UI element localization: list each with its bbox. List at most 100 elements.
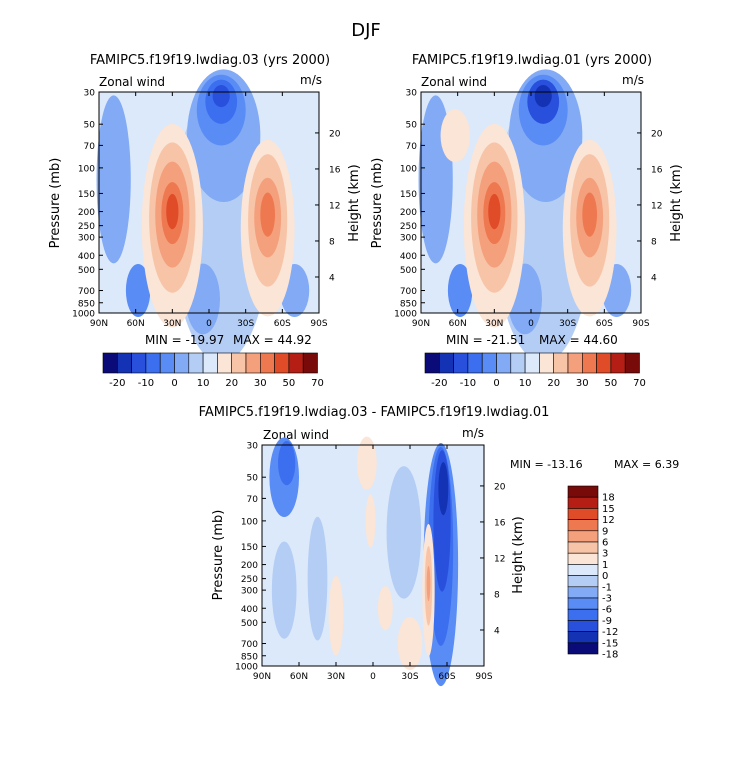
panel-3-title: FAMIPC5.f19f19.lwdiag.03 - FAMIPC5.f19f1… [199, 405, 550, 420]
p2-colorbar-box [539, 352, 555, 374]
p1-y2tick-label: 8 [329, 237, 335, 247]
p1-contour-4 [212, 85, 230, 108]
p3-xtick-label: 0 [370, 672, 376, 682]
panel-1-plot: 305070100150200250300400500700850100090N… [72, 69, 341, 363]
p2-contour-17 [582, 192, 598, 237]
p1-colorbar-label: 10 [197, 378, 210, 389]
p1-colorbar-box [259, 352, 275, 374]
p2-colorbar-box [596, 352, 612, 374]
p1-ytick-label: 250 [78, 222, 95, 232]
p3-xtick-label: 30S [401, 672, 418, 682]
p2-y2tick-label: 16 [651, 165, 663, 175]
p1-xtick-label: 30N [163, 319, 181, 329]
p1-ytick-label: 700 [78, 287, 95, 297]
p3-colorbar-box [567, 519, 599, 532]
p1-colorbar-box [174, 352, 190, 374]
p1-colorbar-box [217, 352, 232, 374]
p1-ytick-label: 50 [84, 121, 96, 131]
p2-ytick-label: 850 [400, 299, 417, 309]
p2-xtick-label: 60S [596, 319, 613, 329]
p2-colorbar-label: 70 [633, 378, 646, 389]
p2-colorbar-box [496, 352, 512, 374]
panel-1-ylabel: Pressure (mb) [48, 158, 63, 249]
p1-xtick-label: 90N [90, 319, 108, 329]
p1-colorbar-box [102, 352, 118, 374]
p1-colorbar-label: 70 [311, 378, 324, 389]
p3-colorbar-label: 18 [602, 493, 615, 504]
p3-contour-9 [356, 436, 377, 490]
p2-y2tick-label: 4 [651, 273, 657, 283]
p2-ytick-label: 150 [400, 190, 417, 200]
panel-3: FAMIPC5.f19f19.lwdiag.03 - FAMIPC5.f19f1… [199, 405, 679, 687]
p3-contour-13 [426, 565, 431, 602]
p2-xtick-label: 30N [485, 319, 503, 329]
p1-colorbar-box [274, 352, 290, 374]
p3-xtick-label: 90N [253, 672, 271, 682]
p3-colorbar-box [567, 597, 599, 610]
p2-colorbar-label: -10 [460, 378, 476, 389]
p3-ytick-label: 150 [241, 543, 258, 553]
p3-ytick-label: 30 [247, 442, 259, 452]
panel-3-min-label: MIN = -13.16 [510, 458, 583, 471]
p3-colorbar-label: -12 [602, 627, 618, 638]
panel-1-min-label: MIN = -19.97 [145, 333, 224, 347]
p3-contour-15 [397, 617, 423, 671]
p2-colorbar-box [524, 352, 540, 374]
p2-ytick-label: 1000 [394, 310, 417, 320]
p3-ytick-label: 70 [247, 495, 259, 505]
p1-colorbar-box [188, 352, 204, 374]
page-title: DJF [351, 20, 381, 41]
p3-ytick-label: 850 [241, 652, 258, 662]
p3-xtick-label: 60N [290, 672, 308, 682]
p3-colorbar-label: 15 [602, 504, 615, 515]
panel-2-units: m/s [622, 73, 644, 87]
p3-xtick-label: 60S [438, 672, 455, 682]
p1-ytick-label: 400 [78, 252, 95, 262]
p3-y2tick-label: 4 [494, 626, 500, 636]
p1-y2tick-label: 20 [329, 129, 341, 139]
p2-ytick-label: 30 [406, 89, 418, 99]
p3-xtick-label: 30N [327, 672, 345, 682]
p2-xtick-label: 0 [528, 319, 534, 329]
p2-colorbar-label: 10 [519, 378, 532, 389]
p2-ytick-label: 250 [400, 222, 417, 232]
p3-colorbar-label: -6 [602, 605, 612, 616]
p3-colorbar-box [567, 586, 599, 599]
p3-colorbar-box [567, 620, 599, 632]
p3-colorbar-box [567, 485, 599, 498]
p1-ytick-label: 150 [78, 190, 95, 200]
p3-ytick-label: 500 [241, 619, 258, 629]
p3-colorbar-label: -9 [602, 616, 612, 627]
p2-ytick-label: 300 [400, 234, 417, 244]
panel-3-max-label: MAX = 6.39 [614, 458, 679, 471]
p3-colorbar-label: 0 [602, 571, 608, 582]
p3-ytick-label: 250 [241, 575, 258, 585]
p3-y2tick-label: 12 [494, 554, 505, 564]
p1-colorbar-box [117, 352, 132, 374]
p3-contour-6 [271, 541, 297, 639]
p3-colorbar-label: -18 [602, 650, 618, 661]
p1-colorbar-box [202, 352, 218, 374]
p3-colorbar-label: -15 [602, 638, 618, 649]
p3-xtick-label: 90S [475, 672, 492, 682]
p3-ytick-label: 700 [241, 640, 258, 650]
panel-3-ylabel: Pressure (mb) [211, 510, 226, 601]
p1-colorbar-box [302, 352, 318, 374]
p2-contour-6 [447, 264, 473, 318]
p3-colorbar-label: 3 [602, 549, 608, 560]
p1-y2tick-label: 4 [329, 273, 335, 283]
panel-3-units: m/s [462, 426, 484, 440]
p2-xtick-label: 30S [559, 319, 576, 329]
p1-colorbar-box [231, 352, 247, 374]
p2-colorbar-label: 20 [547, 378, 560, 389]
p3-colorbar-box [567, 608, 599, 621]
p1-xtick-label: 90S [310, 319, 327, 329]
p3-colorbar-box [567, 575, 599, 588]
panel-2-ylabel: Pressure (mb) [370, 158, 385, 249]
p2-colorbar-box [624, 352, 640, 374]
panel-1-variable: Zonal wind [99, 75, 165, 89]
panel-2-y2label: Height (km) [669, 164, 684, 241]
p2-ytick-label: 400 [400, 252, 417, 262]
p1-ytick-label: 30 [84, 89, 96, 99]
